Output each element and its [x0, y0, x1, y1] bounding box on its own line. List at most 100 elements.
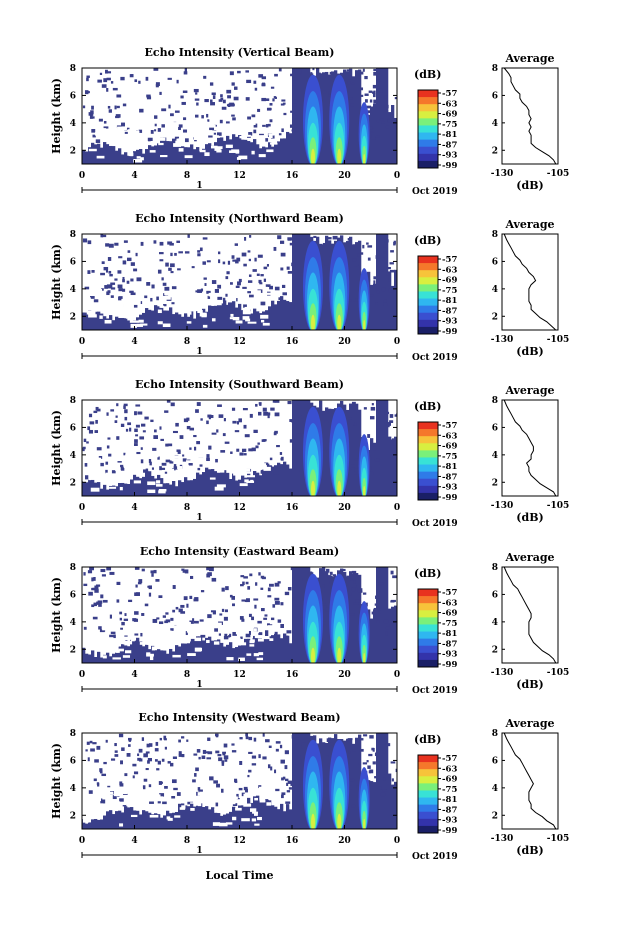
echo-gap — [250, 462, 256, 466]
echo-speckle — [287, 400, 292, 405]
echo-speckle — [384, 241, 388, 245]
echo-speckle — [289, 242, 293, 246]
echo-speckle — [112, 87, 118, 91]
colorbar-cell — [418, 638, 438, 647]
panel-title: Echo Intensity (Northward Beam) — [135, 212, 344, 225]
echo-speckle — [380, 792, 386, 797]
echo-cell — [187, 806, 191, 829]
echo-speckle — [320, 777, 326, 782]
echo-speckle — [98, 626, 102, 630]
echo-speckle — [225, 121, 230, 124]
echo-speckle — [206, 290, 211, 294]
echo-speckle — [267, 764, 271, 769]
echo-cell — [271, 300, 275, 330]
echo-speckle — [291, 262, 296, 267]
echo-speckle — [132, 775, 135, 779]
echo-gap — [149, 656, 154, 661]
echo-speckle — [192, 779, 196, 783]
echo-gap — [105, 128, 111, 132]
echo-cell — [379, 234, 383, 330]
average-xlabel: (dB) — [516, 678, 543, 691]
echo-speckle — [254, 87, 258, 91]
echo-speckle — [117, 284, 123, 289]
echo-speckle — [332, 574, 337, 577]
echo-gap — [235, 799, 241, 804]
echo-speckle — [209, 127, 215, 131]
echo-speckle — [223, 616, 228, 621]
echo-cell — [259, 800, 263, 829]
y-tick-label: 4 — [70, 784, 76, 794]
echo-speckle — [101, 574, 106, 577]
echo-cell — [355, 242, 359, 330]
echo-speckle — [177, 450, 181, 454]
echo-gap — [186, 460, 194, 464]
average-frame — [501, 732, 559, 830]
echo-speckle — [310, 72, 313, 76]
echo-speckle — [134, 411, 137, 416]
echo-speckle — [93, 778, 97, 782]
echo-speckle — [276, 634, 279, 639]
echo-speckle — [101, 84, 107, 88]
echo-speckle — [153, 240, 157, 244]
echo-gap — [174, 455, 181, 459]
x-tick-label: 4 — [131, 670, 137, 680]
echo-speckle — [294, 99, 298, 104]
echo-speckle — [217, 404, 222, 407]
colorbar-cell — [418, 485, 438, 494]
echo-cell — [175, 144, 179, 164]
colorbar-cell — [418, 429, 438, 437]
echo-cell — [214, 305, 218, 330]
average-title: Average — [504, 384, 554, 397]
echo-gap — [260, 314, 269, 319]
echo-speckle — [84, 463, 88, 467]
echo-speckle — [188, 462, 193, 466]
echo-gap — [107, 122, 116, 126]
echo-speckle — [114, 754, 119, 757]
echo-speckle — [374, 458, 380, 462]
average-title: Average — [504, 218, 554, 231]
echo-speckle — [148, 138, 151, 142]
echo-speckle — [118, 288, 123, 292]
echo-speckle — [118, 256, 123, 259]
echo-gap — [177, 471, 186, 475]
echo-speckle — [138, 748, 143, 753]
echo-gap — [125, 315, 134, 319]
echo-speckle — [321, 584, 325, 588]
echo-gap — [132, 796, 141, 801]
echo-speckle — [198, 756, 201, 760]
echo-gap — [156, 625, 166, 630]
echo-speckle — [274, 96, 277, 99]
echo-cell — [127, 155, 131, 164]
echo-cell — [220, 305, 224, 330]
echo-speckle — [211, 577, 217, 582]
echo-speckle — [241, 448, 247, 453]
average-xlabel: (dB) — [516, 179, 543, 192]
echo-cell — [391, 285, 395, 330]
echo-cell — [127, 646, 131, 663]
echo-cell — [196, 472, 200, 496]
echo-speckle — [220, 450, 226, 453]
colorbar-cell — [418, 139, 438, 148]
average-y-tick-label: 2 — [492, 811, 498, 821]
echo-gap — [86, 310, 96, 315]
echo-speckle — [241, 599, 246, 602]
echo-gap — [115, 467, 120, 471]
echo-speckle — [232, 117, 236, 121]
x-tick-label: 8 — [184, 171, 190, 181]
echo-cell — [256, 472, 260, 496]
echo-speckle — [274, 631, 278, 635]
echo-cell — [178, 478, 182, 496]
echo-cell — [154, 650, 158, 663]
echo-cell — [283, 138, 287, 164]
echo-speckle — [244, 599, 248, 603]
echo-cell — [136, 475, 140, 496]
echo-cell — [280, 803, 284, 829]
echo-speckle — [379, 765, 382, 770]
echo-speckle — [353, 264, 359, 267]
echo-gap — [169, 806, 178, 810]
echo-gap — [82, 818, 89, 823]
echo-cell — [262, 802, 266, 829]
echo-speckle — [215, 458, 218, 463]
y-tick-label: 4 — [70, 285, 76, 295]
echo-speckle — [97, 79, 102, 83]
